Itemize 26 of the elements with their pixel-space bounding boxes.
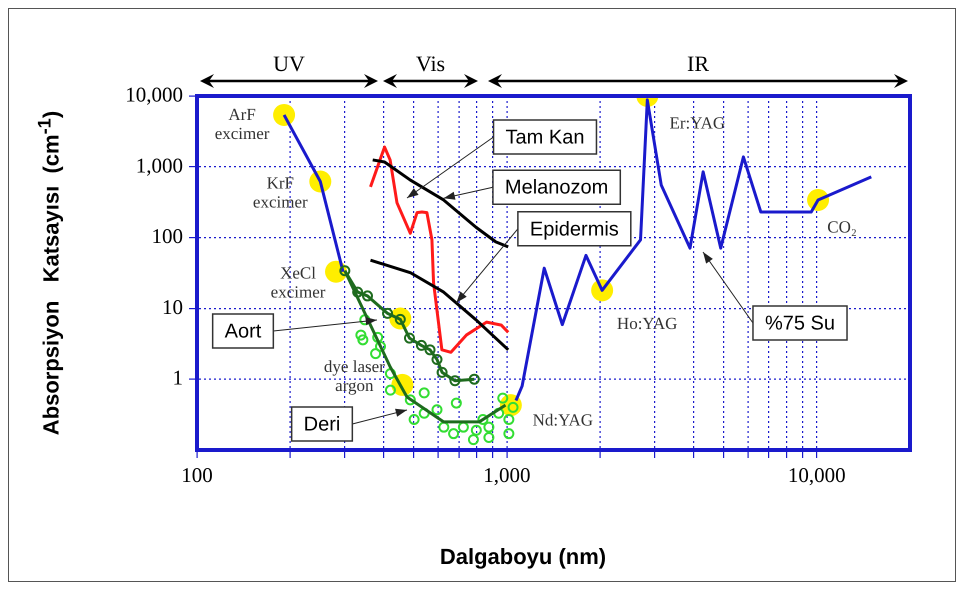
x-tick-label: 1,000 [483,463,530,488]
annotation: Epidermis [530,218,619,240]
text: IR [687,51,709,77]
text: UV [273,51,305,77]
annotation: Deri [304,414,340,436]
x-axis-title: Dalgaboyu (nm) [440,544,606,570]
annotation: CO₂ [827,217,857,236]
y-tick-label: 10 [162,294,183,319]
y-tick-label: 1,000 [136,153,183,178]
annotation: dye laser argon [324,356,386,395]
y-tick-label: 1 [172,366,183,390]
annotation: Aort [224,320,262,343]
annotation: Tam Kan [506,126,584,149]
annotation: XeCl excimer [270,264,326,302]
annotation: Melanozom [504,176,608,199]
text: Vis [416,51,446,77]
annotation: Nd:YAG [532,410,594,430]
x-tick-label: 100 [181,463,213,488]
x-tick-label: 10,000 [788,463,846,488]
annotation: ArF excimer [214,104,270,143]
annotation: KrF excimer [252,173,308,212]
y-tick-label: 100 [152,224,183,248]
y-tick-label: 10,000 [125,82,183,107]
annotation: Er:YAG [669,113,726,132]
annotation: %75 Su [764,312,836,335]
annotation: Ho:YAG [616,314,678,333]
